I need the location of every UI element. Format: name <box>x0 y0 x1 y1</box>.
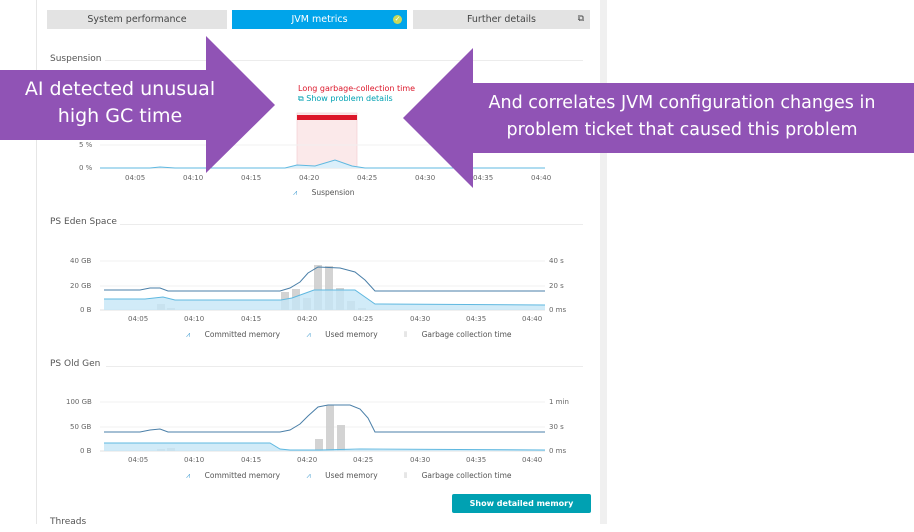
tab-label: System performance <box>87 14 187 25</box>
external-link-icon: ⧉ <box>577 14 584 24</box>
x-tick: 04:10 <box>183 174 204 182</box>
oldgen-legend: ⩘ Committed memory ⩘ Used memory ⫴ Garba… <box>186 471 536 481</box>
legend-item-gc-time[interactable]: ⫴ Garbage collection time <box>404 330 512 339</box>
y-tick: 5 % <box>79 141 93 149</box>
x-tick: 04:05 <box>128 456 149 464</box>
x-tick: 04:40 <box>522 315 543 323</box>
panel-scrollbar-track[interactable] <box>600 0 607 524</box>
y-tick-left: 40 GB <box>70 257 92 265</box>
check-circle-icon: ✓ <box>393 15 402 24</box>
section-divider <box>106 366 583 367</box>
x-tick: 04:10 <box>184 456 205 464</box>
x-tick: 04:15 <box>241 174 262 182</box>
x-tick: 04:40 <box>531 174 552 182</box>
tab-system-performance[interactable]: System performance <box>47 10 227 29</box>
y-tick-left: 20 GB <box>70 282 92 290</box>
legend-item-suspension[interactable]: ⩘ Suspension <box>293 188 355 197</box>
tab-further-details[interactable]: Further details ⧉ <box>413 10 590 29</box>
eden-chart <box>100 260 546 311</box>
y-tick-right: 1 min <box>549 398 569 406</box>
x-tick: 04:20 <box>299 174 320 182</box>
problem-marker <box>297 115 357 120</box>
x-tick: 04:35 <box>466 315 487 323</box>
x-tick: 04:10 <box>184 315 205 323</box>
right-arrow-shape <box>403 48 914 188</box>
tab-jvm-metrics[interactable]: JVM metrics ✓ <box>232 10 407 29</box>
external-link-icon: ⧉ <box>298 94 307 103</box>
problem-title: Long garbage-collection time <box>298 84 416 93</box>
y-tick-left: 0 B <box>80 306 92 314</box>
tab-label: Further details <box>466 14 537 25</box>
section-title-oldgen: PS Old Gen <box>50 359 101 369</box>
right-annotation-text: And correlates JVM configuration changes… <box>488 93 876 140</box>
x-tick: 04:20 <box>297 456 318 464</box>
x-tick: 04:05 <box>125 174 146 182</box>
y-tick-left: 100 GB <box>66 398 92 406</box>
show-problem-details-link[interactable]: ⧉ Show problem details <box>298 94 393 103</box>
x-tick: 04:30 <box>410 456 431 464</box>
x-tick: 04:15 <box>241 456 262 464</box>
x-tick: 04:35 <box>473 174 494 182</box>
x-tick: 04:25 <box>353 456 374 464</box>
line-chart-icon: ⩘ <box>186 330 191 339</box>
suspension-legend: ⩘ Suspension <box>293 188 379 198</box>
y-tick-right: 0 ms <box>549 306 567 314</box>
x-tick: 04:40 <box>522 456 543 464</box>
x-tick: 04:15 <box>241 315 262 323</box>
x-tick: 04:05 <box>128 315 149 323</box>
section-divider <box>105 60 583 61</box>
line-chart-icon: ⩘ <box>293 188 298 197</box>
y-tick-left: 0 B <box>80 447 92 455</box>
oldgen-chart <box>100 401 546 452</box>
x-tick: 04:35 <box>466 456 487 464</box>
bar-chart-icon: ⫴ <box>404 471 408 480</box>
y-tick-right: 40 s <box>549 257 564 265</box>
bar-chart-icon: ⫴ <box>404 330 408 339</box>
section-divider <box>120 224 583 225</box>
section-title-suspension: Suspension <box>50 54 102 64</box>
left-annotation-text: AI detected unusual high GC time <box>24 78 216 127</box>
y-tick-left: 50 GB <box>70 423 92 431</box>
y-tick: 0 % <box>79 164 93 172</box>
x-tick: 04:30 <box>415 174 436 182</box>
x-tick: 04:30 <box>410 315 431 323</box>
line-chart-icon: ⩘ <box>186 471 191 480</box>
line-chart-icon: ⩘ <box>306 471 311 480</box>
line-chart-icon: ⩘ <box>306 330 311 339</box>
x-tick: 04:25 <box>353 315 374 323</box>
y-tick-right: 30 s <box>549 423 564 431</box>
y-tick-right: 0 ms <box>549 447 567 455</box>
legend-item-used[interactable]: ⩘ Used memory <box>306 330 378 339</box>
legend-item-used[interactable]: ⩘ Used memory <box>306 471 378 480</box>
tab-label: JVM metrics <box>291 14 348 25</box>
legend-item-committed[interactable]: ⩘ Committed memory <box>186 330 281 339</box>
eden-legend: ⩘ Committed memory ⩘ Used memory ⫴ Garba… <box>186 330 536 340</box>
x-tick: 04:20 <box>297 315 318 323</box>
section-title-eden: PS Eden Space <box>50 217 117 227</box>
y-tick-right: 20 s <box>549 282 564 290</box>
section-title-threads: Threads <box>50 517 87 527</box>
show-detailed-memory-metrics-button[interactable]: Show detailed memory metrics <box>452 494 591 527</box>
left-arrow-shape <box>0 36 275 173</box>
legend-item-committed[interactable]: ⩘ Committed memory <box>186 471 281 480</box>
x-tick: 04:25 <box>357 174 378 182</box>
legend-item-gc-time[interactable]: ⫴ Garbage collection time <box>404 471 512 480</box>
